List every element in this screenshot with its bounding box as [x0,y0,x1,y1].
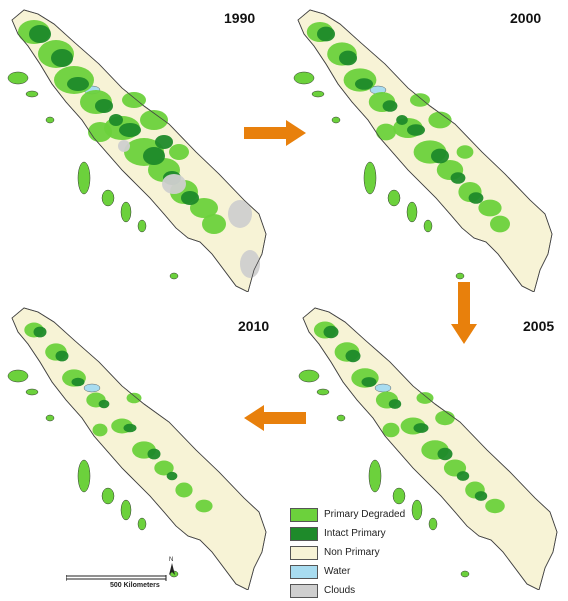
north-arrow-icon: N [169,557,175,575]
legend-item-primary-degraded: Primary Degraded [290,505,410,524]
legend-swatch [290,526,318,541]
sumatra-map-1990 [7,9,267,292]
arrow-right-icon [244,120,306,146]
year-label-2005: 2005 [523,318,555,334]
legend-label: Non Primary [324,547,380,558]
scale-label: 500 Kilometers [110,582,160,589]
svg-text:N: N [169,557,173,563]
legend-swatch [290,564,318,579]
legend-item-clouds: Clouds [290,581,410,600]
sumatra-map-2000 [293,9,553,292]
scale-bar [66,575,167,581]
legend-label: Intact Primary [324,528,386,539]
legend-label: Clouds [324,585,356,596]
legend-item-water: Water [290,562,410,581]
arrow-left-icon [244,405,306,431]
legend-swatch [290,545,318,560]
year-label-2010: 2010 [238,318,270,334]
arrow-down-icon [451,282,477,344]
legend-swatch [290,507,318,522]
map-2000: 2000 [290,2,560,292]
map-2010: 2010 [4,300,274,590]
year-label-2000: 2000 [510,10,542,26]
year-label-1990: 1990 [224,10,256,26]
legend-swatch [290,583,318,598]
legend: Primary Degraded Intact Primary Non Prim… [290,505,410,600]
sumatra-map-2010 [7,307,267,590]
legend-label: Primary Degraded [324,509,406,520]
sumatra-map-2005 [298,307,558,590]
legend-label: Water [324,566,351,577]
map-1990: 1990 [4,2,274,292]
legend-item-non-primary: Non Primary [290,543,410,562]
legend-item-intact-primary: Intact Primary [290,524,410,543]
map-2005: 2005 [295,300,565,590]
